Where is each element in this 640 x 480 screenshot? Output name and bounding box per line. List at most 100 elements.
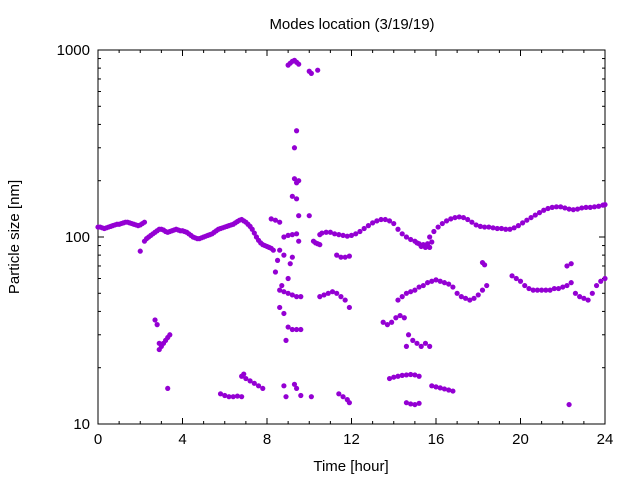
data-point <box>555 285 562 292</box>
y-axis-label: Particle size [nm] <box>6 180 23 294</box>
data-point <box>285 232 291 238</box>
data-point <box>450 388 456 394</box>
data-point <box>251 380 257 386</box>
data-point <box>587 204 593 210</box>
x-tick-label: 24 <box>597 431 614 448</box>
data-point <box>384 322 391 328</box>
data-point <box>494 225 500 232</box>
data-point <box>579 205 585 211</box>
data-point <box>382 216 388 223</box>
data-point <box>403 400 410 406</box>
data-point <box>289 193 295 199</box>
data-point <box>412 287 418 293</box>
data-point <box>386 375 393 382</box>
data-point <box>424 280 431 286</box>
data-point <box>298 326 304 333</box>
data-point <box>429 278 435 284</box>
data-point <box>439 220 445 227</box>
data-point <box>568 280 574 286</box>
data-point <box>471 295 477 301</box>
data-point <box>577 294 583 300</box>
data-point <box>251 230 257 236</box>
data-point <box>553 204 560 210</box>
y-tick-label: 1000 <box>57 42 90 59</box>
data-point <box>443 218 450 224</box>
data-point <box>346 253 352 259</box>
data-point <box>574 206 581 212</box>
data-point <box>281 289 287 295</box>
data-point <box>416 400 422 406</box>
data-point <box>260 385 266 392</box>
data-point <box>596 203 602 209</box>
data-point <box>137 248 143 254</box>
data-point <box>602 202 608 208</box>
data-point <box>452 214 458 221</box>
x-tick-label: 0 <box>94 431 102 448</box>
data-point <box>454 290 460 296</box>
data-point <box>422 244 429 250</box>
data-point <box>490 225 496 231</box>
data-point <box>154 322 160 328</box>
data-point <box>274 257 281 263</box>
data-point <box>589 290 595 296</box>
data-point <box>545 205 551 212</box>
data-point <box>536 210 543 216</box>
data-point <box>465 216 471 223</box>
data-point <box>511 225 517 231</box>
data-point <box>441 280 448 286</box>
data-point <box>277 287 283 293</box>
data-point <box>539 287 545 293</box>
data-point <box>298 392 304 399</box>
data-point <box>268 216 274 222</box>
x-tick-label: 16 <box>428 431 445 448</box>
data-point <box>293 128 300 134</box>
data-point <box>431 228 437 235</box>
data-point <box>581 295 587 301</box>
data-point <box>399 372 405 378</box>
data-point <box>391 374 397 380</box>
data-point <box>418 343 424 349</box>
x-tick-label: 4 <box>178 431 186 448</box>
data-point <box>283 394 289 400</box>
data-point <box>291 381 298 387</box>
data-point <box>422 340 429 346</box>
data-point <box>456 214 462 220</box>
data-point <box>593 282 600 289</box>
data-point <box>361 225 367 232</box>
data-point <box>338 254 344 260</box>
data-point <box>397 312 403 319</box>
data-point <box>460 214 467 221</box>
data-point <box>279 282 285 289</box>
data-point <box>293 231 300 237</box>
data-point <box>403 343 410 349</box>
data-point <box>293 180 300 186</box>
data-point <box>473 222 479 228</box>
data-point <box>272 217 279 223</box>
data-point <box>340 232 346 238</box>
data-point <box>467 297 473 303</box>
data-point <box>315 67 321 73</box>
data-point <box>420 282 426 289</box>
data-point <box>378 216 384 223</box>
data-point <box>532 212 538 218</box>
data-point <box>247 378 253 384</box>
data-point <box>429 383 435 389</box>
data-point <box>448 216 454 222</box>
data-point <box>481 262 488 268</box>
data-point <box>386 218 393 224</box>
data-point <box>412 372 418 378</box>
data-point <box>427 244 433 250</box>
data-point <box>583 204 589 210</box>
data-point <box>408 371 414 378</box>
data-point <box>526 285 532 292</box>
data-point <box>272 269 279 275</box>
data-point <box>152 317 158 323</box>
data-point <box>317 242 323 248</box>
data-point <box>570 207 576 213</box>
data-point <box>389 319 395 325</box>
data-point <box>391 220 397 227</box>
data-point <box>433 277 439 283</box>
data-point <box>598 278 604 284</box>
data-point <box>602 275 608 282</box>
data-point <box>249 226 255 232</box>
